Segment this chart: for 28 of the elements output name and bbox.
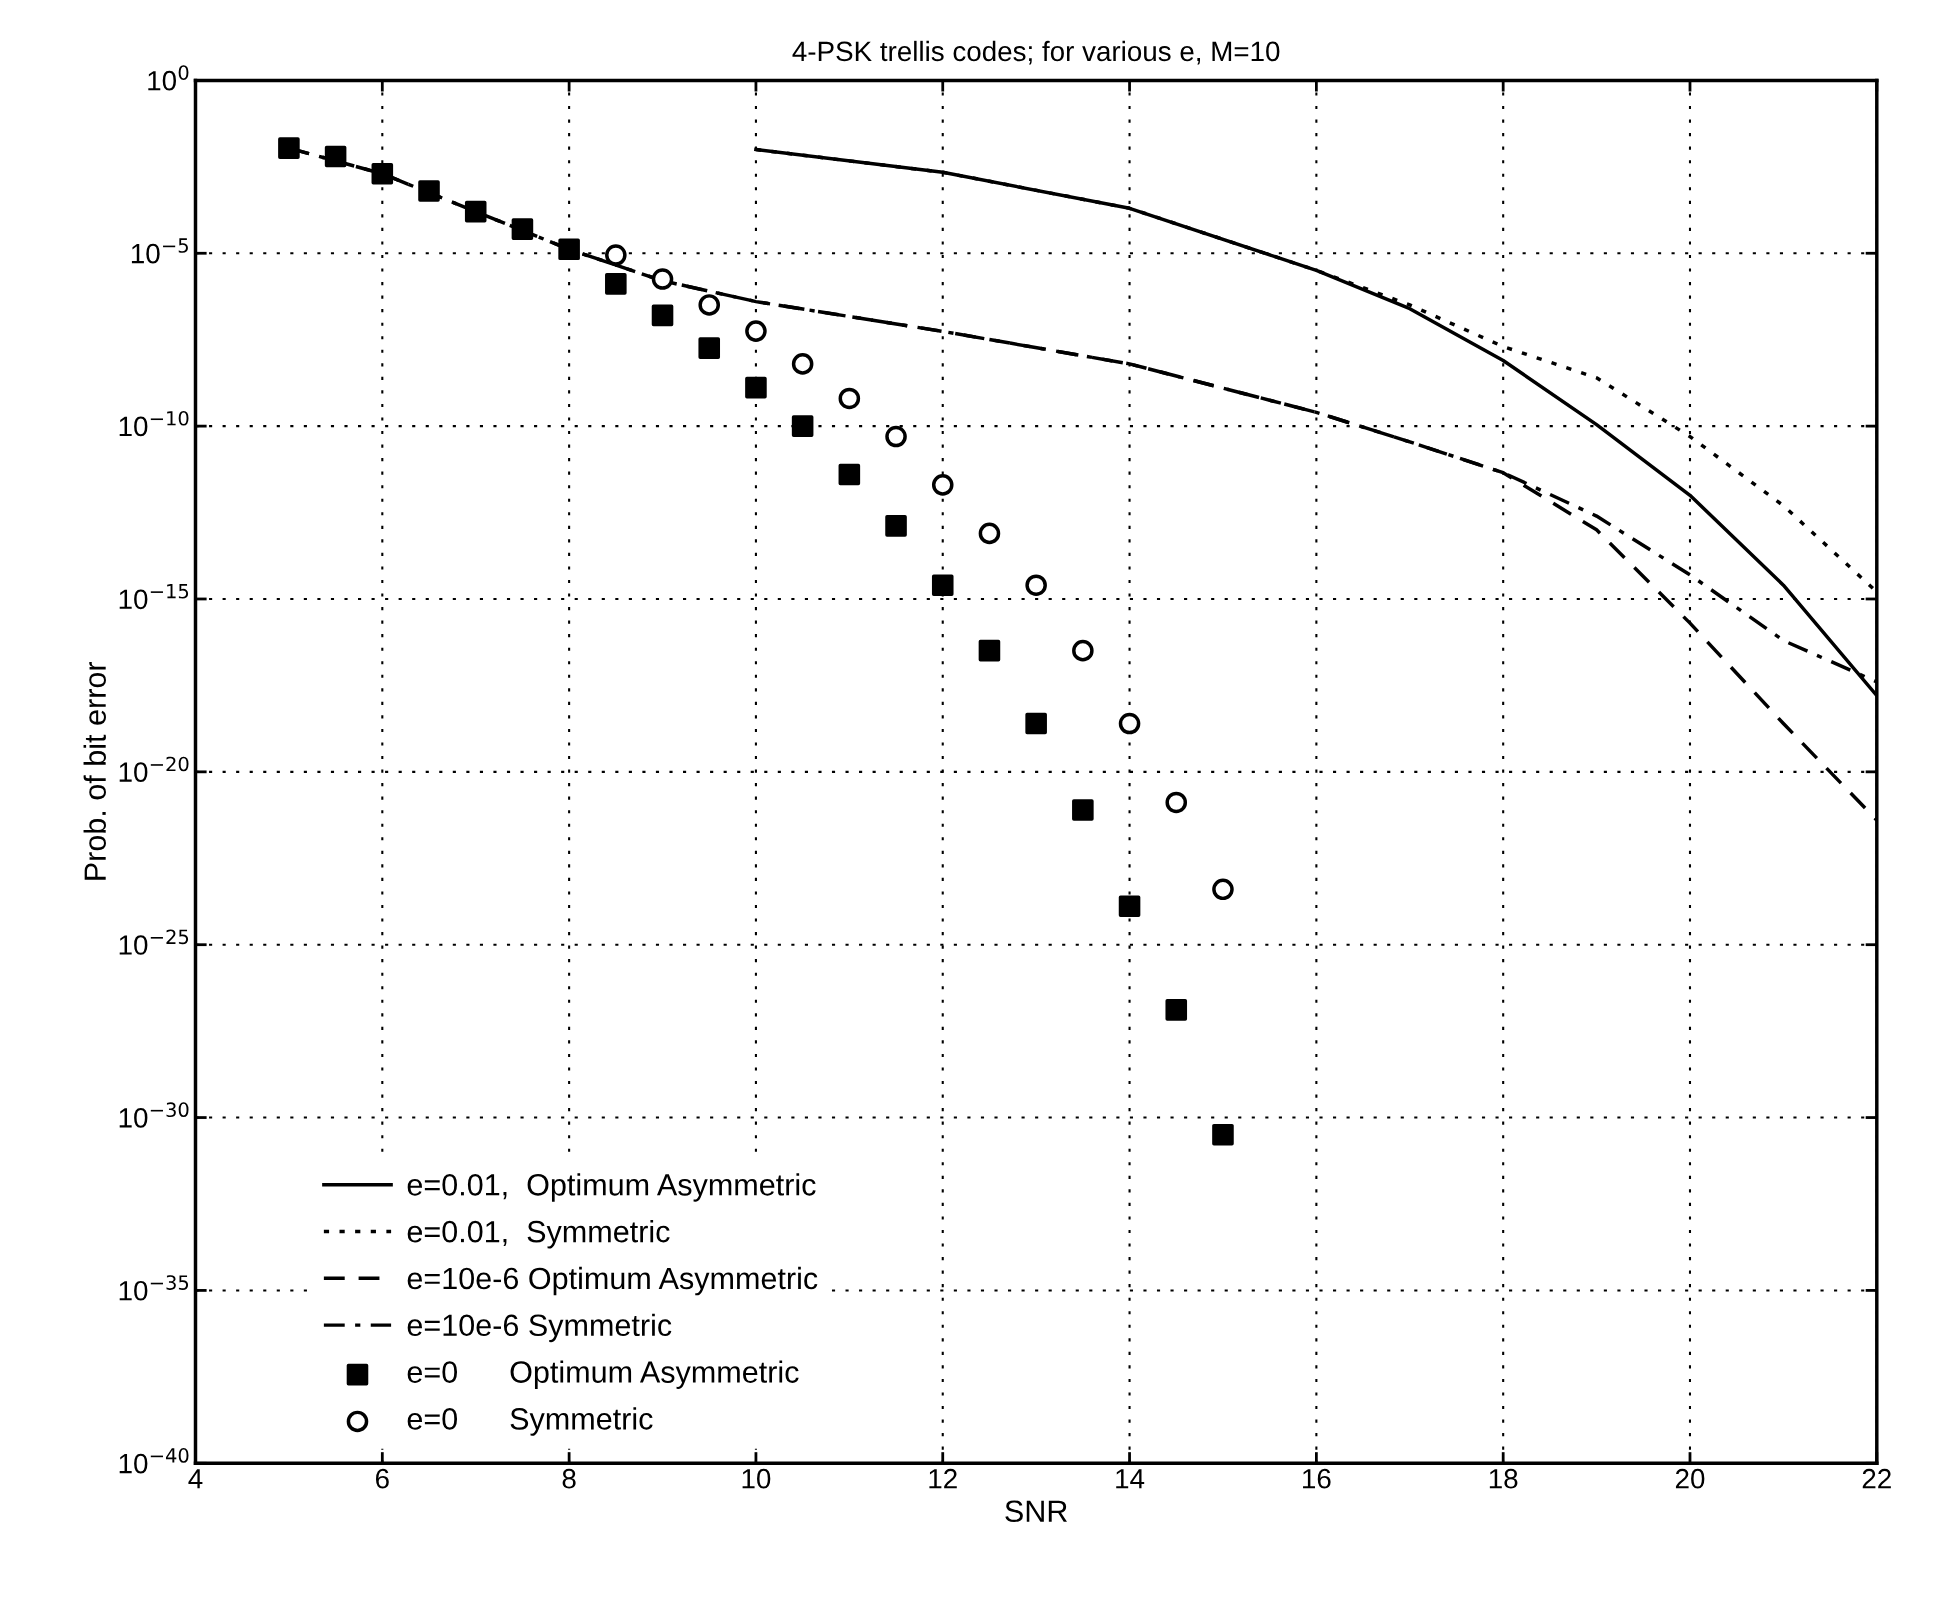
legend-label: e=10e-6 Optimum Asymmetric: [407, 1266, 818, 1296]
y-tick-label: 10$^{−25}$: [119, 929, 189, 955]
y-tick-label: 10$^{−35}$: [119, 1275, 189, 1301]
y-tick-label: 10$^{−5}$: [131, 238, 188, 264]
chart-title: 4-PSK trellis codes; for various e, M=10: [792, 40, 1280, 65]
x-tick-label: 12: [929, 1468, 957, 1489]
x-tick-label: 20: [1675, 1468, 1705, 1489]
x-tick-label: 8: [562, 1468, 576, 1489]
y-tick-label: 10$^{−20}$: [119, 756, 189, 782]
x-tick-label: 10: [742, 1468, 771, 1489]
legend-label: e=0 Optimum Asymmetric: [407, 1360, 799, 1389]
x-tick-label: 18: [1489, 1468, 1518, 1489]
x-tick-label: 16: [1303, 1468, 1331, 1489]
y-tick-label: 10$^{−40}$: [119, 1448, 189, 1474]
y-tick-label: 10$^{−10}$: [119, 410, 189, 437]
y-axis-title: Prob. of bit error: [83, 661, 106, 880]
y-tick-label: 10$^{−15}$: [119, 584, 189, 610]
x-axis-title: SNR: [1005, 1500, 1067, 1523]
legend-label: e=0.01, Symmetric: [407, 1220, 670, 1249]
y-tick-label: 10$^{0}$: [148, 65, 189, 91]
legend-label: e=0 Symmetric: [407, 1407, 653, 1436]
x-tick-label: 22: [1862, 1468, 1891, 1489]
y-tick-label: 10$^{−30}$: [119, 1102, 189, 1128]
x-tick-label: 14: [1116, 1469, 1145, 1489]
x-tick-label: 4: [188, 1469, 203, 1489]
x-tick-label: 6: [376, 1468, 389, 1489]
legend-label: e=10e-6 Symmetric: [407, 1313, 672, 1343]
legend-label: e=0.01, Optimum Asymmetric: [407, 1173, 816, 1202]
